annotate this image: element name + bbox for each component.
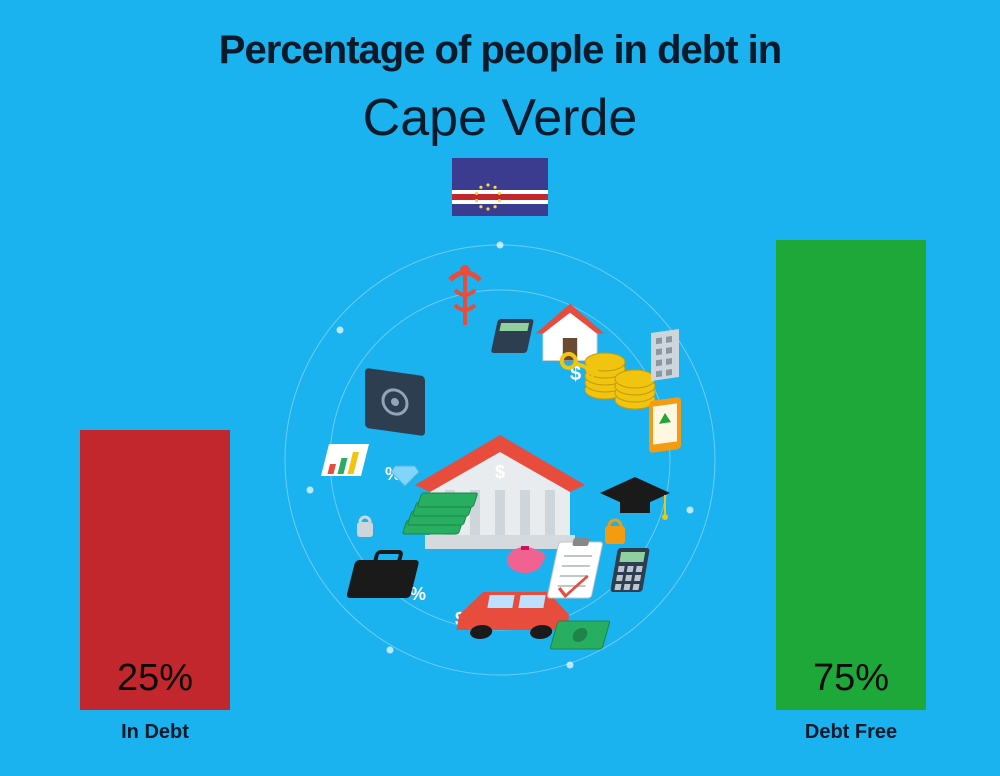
- title-line-2: Cape Verde: [0, 88, 1000, 148]
- cape-verde-flag-icon: [452, 158, 548, 221]
- svg-text:$: $: [495, 462, 505, 482]
- title-line-1: Percentage of people in debt in: [0, 28, 1000, 73]
- bar-value: 75%: [776, 657, 926, 700]
- bar-in-debt: 25%In Debt: [80, 430, 230, 710]
- bar-label: Debt Free: [776, 721, 926, 744]
- bar-label: In Debt: [80, 721, 230, 744]
- finance-illustration: $$%%$: [270, 230, 730, 690]
- bar-value: 25%: [80, 657, 230, 700]
- bar-debt-free: 75%Debt Free: [776, 240, 926, 710]
